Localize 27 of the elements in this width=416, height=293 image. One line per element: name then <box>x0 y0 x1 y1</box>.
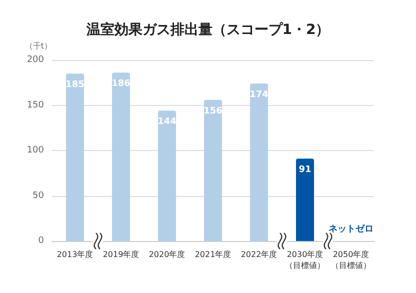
x-tick-label: 2021年度 <box>194 250 232 259</box>
data-label: 91 <box>298 165 312 176</box>
data-label: 156 <box>204 106 222 116</box>
data-label: 185 <box>66 80 84 90</box>
x-tick-label: 2050年度（目標値） <box>331 250 371 270</box>
bar <box>66 74 84 241</box>
y-tick-label: 0 <box>38 236 44 246</box>
x-tick-label: 2030年度（目標値） <box>285 250 325 270</box>
x-tick-label: 2019年度 <box>102 250 140 259</box>
y-tick-label: 150 <box>26 100 44 110</box>
bar <box>250 84 268 241</box>
x-tick-label: 2022年度 <box>240 250 278 259</box>
y-axis-title: （千t） <box>24 42 52 50</box>
chart-title: 温室効果ガス排出量（スコープ1・2） <box>85 21 330 38</box>
x-tick-label: 2013年度 <box>56 250 94 259</box>
data-label: 174 <box>250 90 268 100</box>
y-tick-label: 100 <box>26 146 44 156</box>
bar <box>204 100 222 241</box>
data-label: ネットゼロ <box>328 224 374 234</box>
data-label: 186 <box>112 79 130 90</box>
data-label: 144 <box>158 117 176 128</box>
bar <box>296 158 314 241</box>
y-tick-label: 50 <box>32 190 44 201</box>
bar <box>112 72 130 241</box>
y-tick-label: 200 <box>26 55 44 65</box>
x-tick-label: 2020年度 <box>148 250 186 259</box>
bar <box>158 110 176 241</box>
